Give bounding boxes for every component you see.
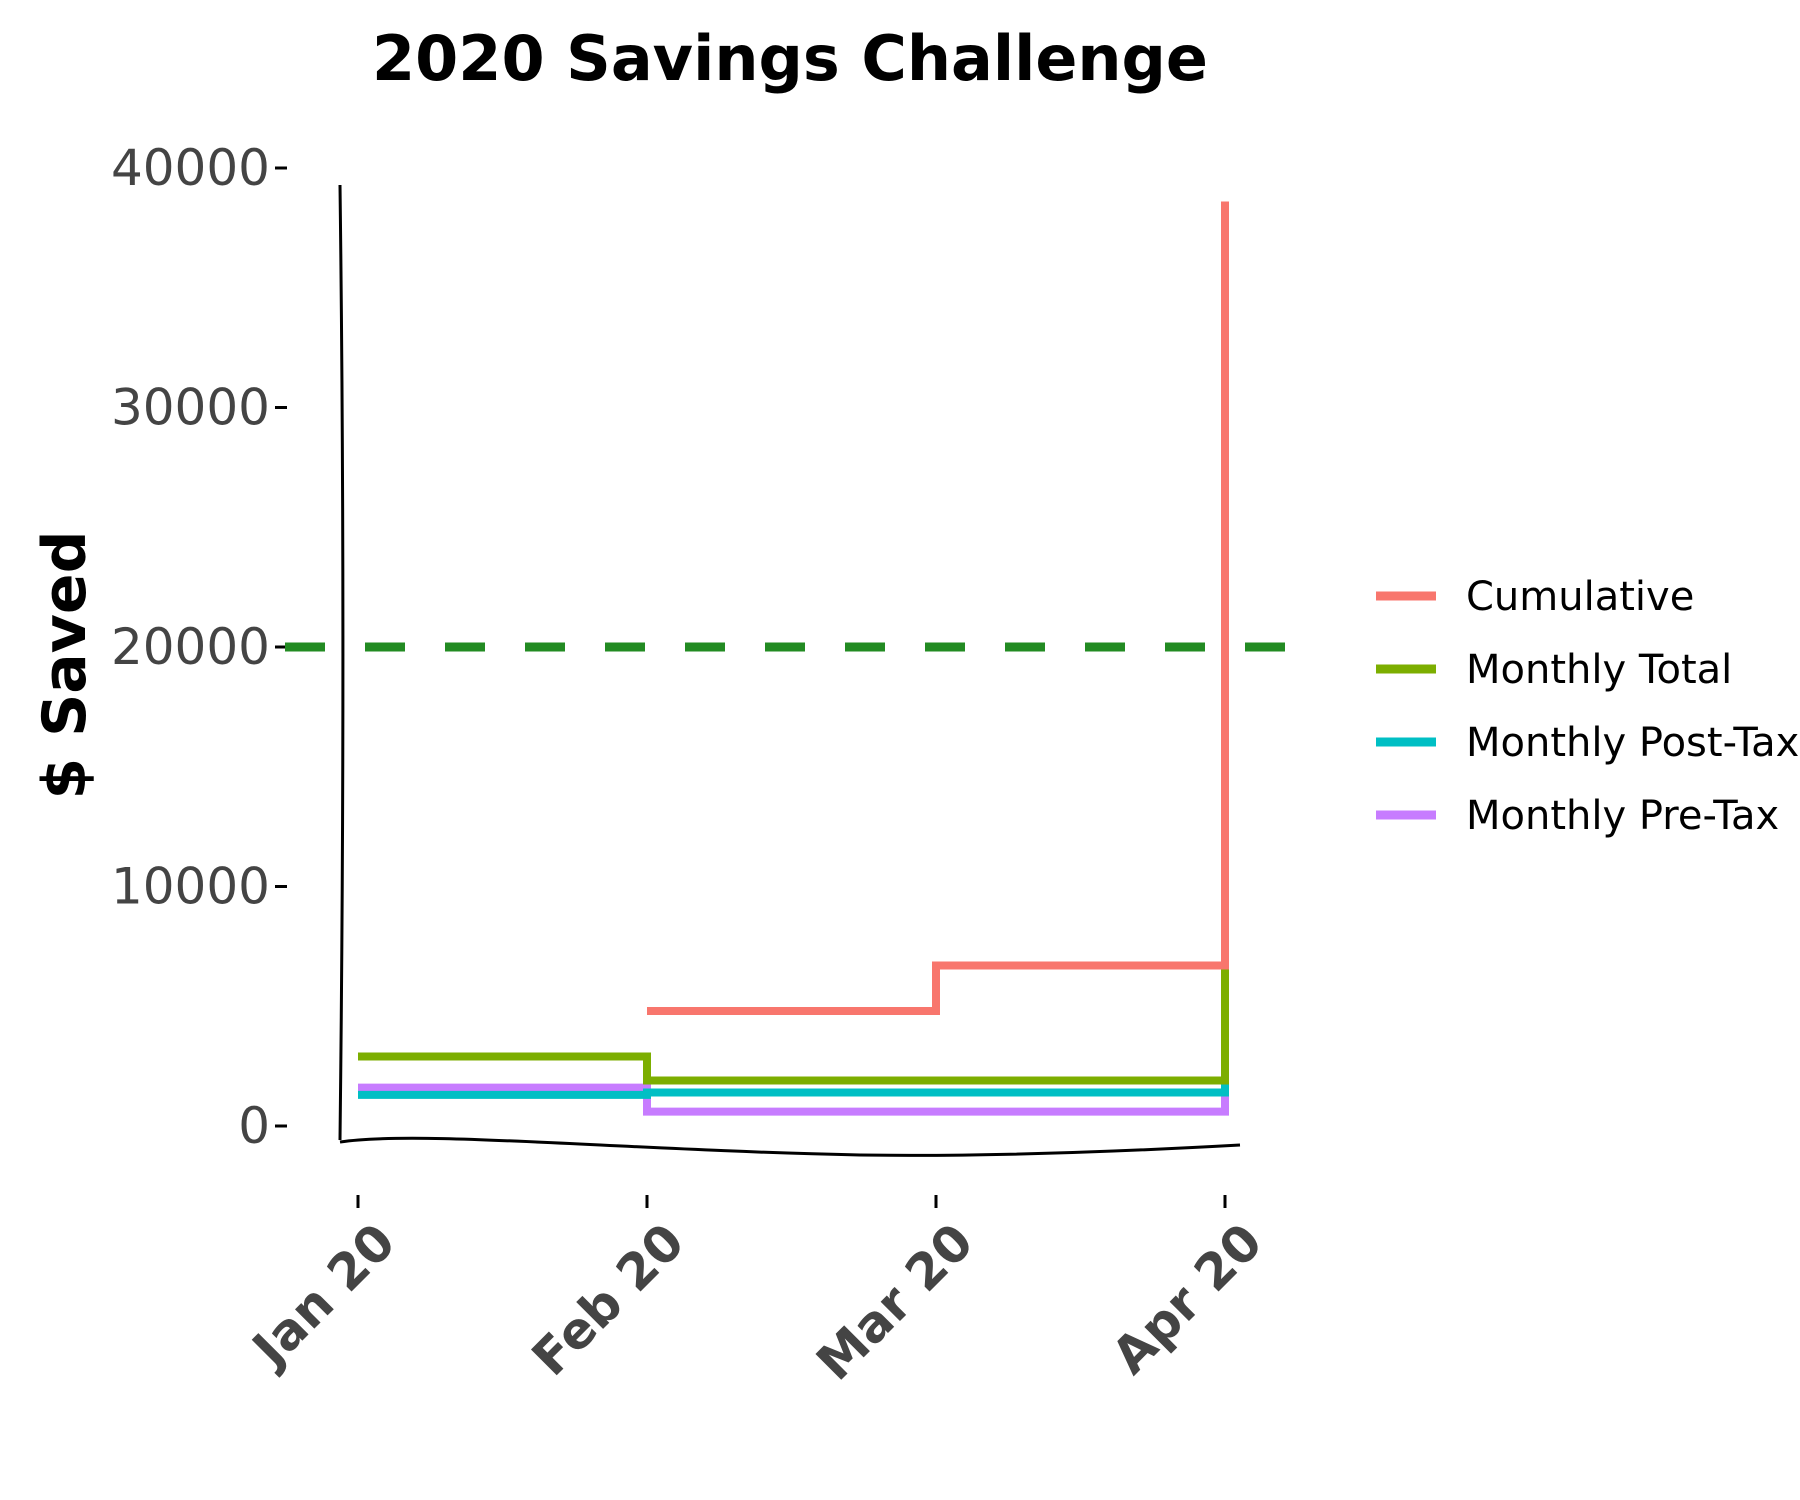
y-axis-line [338, 184, 345, 1141]
legend-label: Cumulative [1466, 574, 1694, 620]
series-line-monthly-post-tax [358, 443, 1229, 1099]
y-tick-label: 40000 [111, 139, 270, 197]
y-tick-label: 30000 [111, 379, 270, 437]
legend-label: Monthly Pre-Tax [1466, 793, 1779, 839]
y-tick-label: 20000 [111, 618, 270, 676]
legend-label: Monthly Post-Tax [1466, 720, 1799, 766]
series-line-cumulative [647, 201, 1229, 1016]
series-line-monthly-total [358, 359, 1229, 1085]
x-tick-label: Mar 20 [805, 1212, 984, 1391]
y-tick-label: 0 [238, 1097, 270, 1155]
x-tick-label: Jan 20 [240, 1212, 407, 1379]
x-axis-ticks: Jan 20 Feb 20 Mar 20 Apr 20 [240, 1195, 1274, 1391]
x-tick-label: Apr 20 [1101, 1212, 1274, 1385]
y-tick-label: 10000 [111, 858, 270, 916]
series-lines [358, 201, 1229, 1116]
y-axis-ticks: 0 10000 20000 30000 40000 [111, 139, 287, 1155]
series-line-monthly-pre-tax [358, 1039, 1229, 1116]
y-axis-label: $ Saved [30, 530, 100, 799]
legend: Cumulative Monthly Total Monthly Post-Tax M… [1376, 574, 1799, 839]
x-axis-line [339, 1136, 1241, 1157]
x-tick-label: Feb 20 [521, 1212, 696, 1387]
legend-label: Monthly Total [1466, 647, 1732, 693]
chart-title: 2020 Savings Challenge [372, 22, 1208, 95]
